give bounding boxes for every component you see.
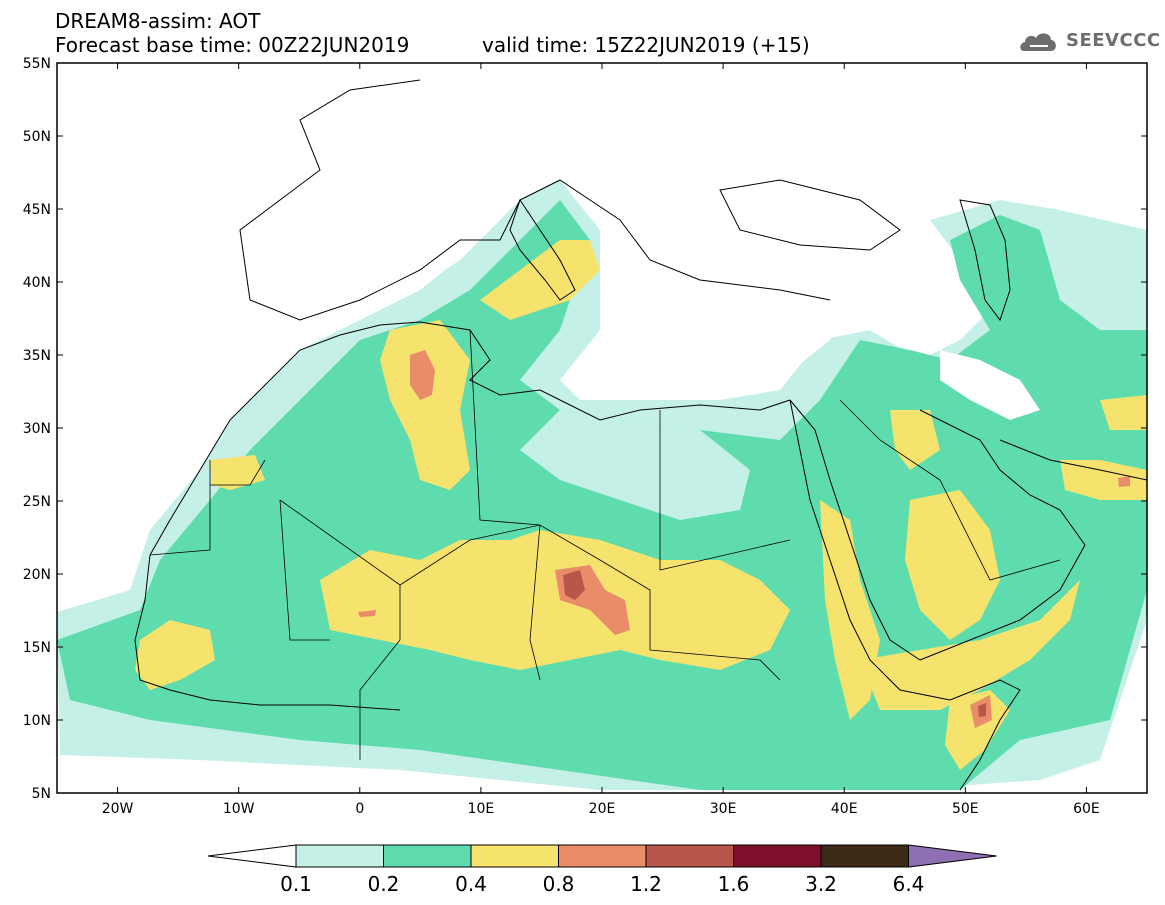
legend-label: 6.4: [893, 872, 925, 896]
legend-label: 0.1: [280, 872, 312, 896]
aot-low-patch-libya: [520, 410, 750, 520]
map-title: DREAM8-assim: AOT: [55, 9, 261, 33]
forecast-base-time: Forecast base time: 00Z22JUN2019: [55, 33, 410, 57]
aot-contour-0.4-arabia: [905, 490, 1000, 640]
legend-color-box: [558, 844, 647, 868]
lat-tick-label: 35N: [23, 348, 51, 364]
coastline-red-sea-west: [789, 399, 951, 701]
coastlines: [134, 79, 1147, 791]
legend-label: 0.2: [368, 872, 400, 896]
legend-label: 1.2: [630, 872, 662, 896]
lat-tick-label: 40N: [23, 275, 51, 291]
lon-tick-label: 10E: [468, 801, 495, 817]
lon-tick-label: 20W: [102, 801, 134, 817]
aot-contour-0.4-horn: [945, 690, 1010, 770]
legend-color-box: [820, 844, 909, 868]
legend-label: 3.2: [805, 872, 837, 896]
coastline-iran: [999, 439, 1147, 481]
logo-text: SEEVCCC: [1066, 30, 1161, 51]
lon-tick-label: 10W: [223, 801, 255, 817]
longitude-ticks: 20W 10W 0 10E 20E 30E 40E 50E 60E: [102, 63, 1100, 817]
country-borders: [149, 329, 1061, 760]
lon-tick-label: 20E: [589, 801, 616, 817]
aot-contour-0.8-algeria: [410, 350, 435, 400]
coastline-europe-atlantic: [239, 79, 421, 301]
coastline-africa-west: [134, 554, 401, 711]
legend-color-box: [295, 844, 384, 868]
aot-contour-1.2-somalia: [978, 703, 986, 717]
aot-clean-patch-iran: [940, 350, 1040, 420]
legend-color-box: [383, 844, 472, 868]
lat-tick-label: 25N: [23, 494, 51, 510]
coastline-red-sea-east: [789, 399, 921, 661]
legend-color-box: [645, 844, 734, 868]
legend-arrow-low: [207, 844, 297, 868]
aot-contour-0.4-arabia-south: [860, 580, 1080, 710]
lat-tick-label: 5N: [32, 786, 51, 802]
lon-tick-label: 30E: [710, 801, 737, 817]
valid-time: valid time: 15Z22JUN2019 (+15): [482, 33, 810, 57]
lat-tick-label: 45N: [23, 202, 51, 218]
aot-contour-0.4-red-sea: [820, 500, 880, 720]
lon-tick-label: 50E: [952, 801, 979, 817]
legend-color-box: [733, 844, 822, 868]
lon-tick-label: 40E: [831, 801, 858, 817]
lat-tick-label: 15N: [23, 640, 51, 656]
aot-clean-patch-europe: [57, 63, 1147, 600]
aot-field: [57, 63, 1147, 793]
aot-clean-patch-east-med: [590, 240, 840, 400]
coastline-italy: [509, 198, 576, 301]
legend-label: 0.4: [455, 872, 487, 896]
lon-tick-label: 60E: [1073, 801, 1100, 817]
legend-arrow-high: [908, 844, 997, 868]
aot-contour-0.4-sahel: [320, 530, 790, 670]
legend-label: 1.6: [718, 872, 750, 896]
aot-contour-0.4-atlas: [380, 320, 470, 490]
lat-tick-label: 50N: [23, 129, 51, 145]
lat-tick-label: 10N: [23, 713, 51, 729]
color-legend: 0.1 0.2 0.4 0.8 1.2 1.6 3.2 6.4: [207, 844, 997, 896]
aot-contour-1.2-chad: [563, 570, 585, 600]
aot-contour-0.4-gulf: [1060, 460, 1147, 500]
lat-tick-label: 30N: [23, 421, 51, 437]
aot-contour-0.8-mali: [358, 610, 376, 617]
coastline-gulf: [919, 409, 1086, 546]
coastline-black-sea: [719, 179, 901, 251]
aot-contour-0.8-gulf: [1118, 476, 1130, 487]
coastline-horn: [949, 679, 1021, 791]
cloud-logo-icon: [1020, 33, 1056, 51]
lat-tick-label: 20N: [23, 567, 51, 583]
coastline-caspian: [959, 199, 1011, 322]
coastline-arabia-south: [919, 544, 1086, 661]
coastline-africa-north: [149, 321, 791, 556]
aot-contour-0.4-senegal: [135, 620, 215, 690]
lat-tick-label: 55N: [23, 56, 51, 72]
aot-contour-0.4-italy: [480, 240, 600, 320]
lon-tick-label: 0: [355, 801, 364, 817]
coastline-europe-south: [249, 179, 831, 321]
latitude-ticks: 55N 50N 45N 40N 35N 30N 25N 20N 15N 10N 5N: [23, 56, 1147, 802]
aot-contour-0.4-iran: [1100, 395, 1147, 430]
aot-contour-0.4-sahara-west: [210, 455, 265, 490]
legend-label: 0.8: [543, 872, 575, 896]
legend-color-box: [470, 844, 559, 868]
